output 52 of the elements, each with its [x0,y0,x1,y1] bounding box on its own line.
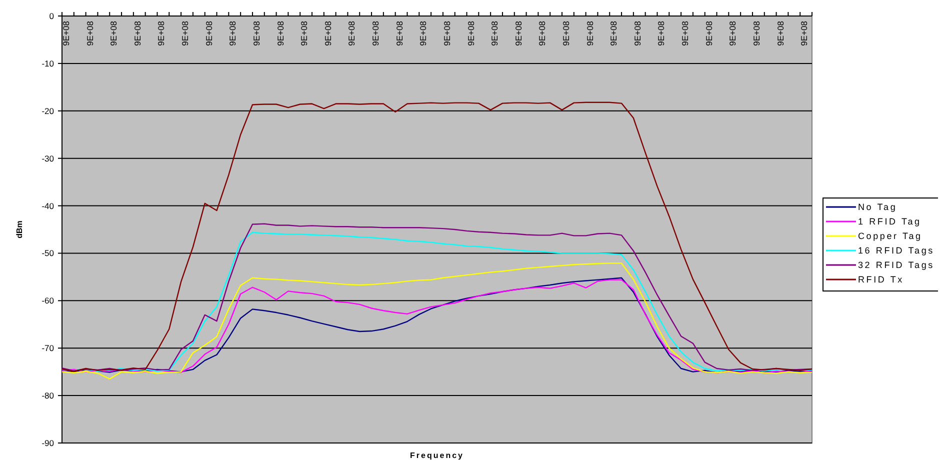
y-tick-label: -60 [42,296,54,306]
x-axis-title: Frequency [410,451,464,460]
legend-label: 1 RFID Tag [858,216,922,227]
x-tick-label: 9E+08 [180,20,190,46]
x-tick-label: 9E+08 [346,20,357,46]
x-tick-label: 9E+08 [632,20,642,46]
x-tick-label: 9E+08 [704,20,714,46]
legend-label: 32 RFID Tags [858,260,934,270]
x-tick-label: 9E+08 [299,20,310,46]
x-tick-label: 9E+08 [466,20,476,46]
x-tick-label: 9E+08 [251,20,262,46]
y-tick-label: -70 [42,343,54,354]
line-series [61,262,813,380]
y-tick-label: -90 [42,438,54,448]
legend-label: RFID Tx [858,274,904,285]
x-tick-label: 9E+08 [275,20,286,46]
y-tick-label: -50 [42,248,54,258]
x-tick-label: 9E+08 [204,20,214,46]
legend-label: 16 RFID Tags [858,246,934,256]
x-tick-label: 9E+08 [680,20,690,46]
x-tick-label: 9E+08 [656,20,666,46]
x-tick-label: 9E+08 [108,20,119,46]
x-tick-label: 9E+08 [228,20,238,46]
x-tick-label: 9E+08 [775,20,786,46]
x-tick-label: 9E+08 [394,20,404,46]
x-tick-label: 9E+08 [513,20,524,46]
y-tick-label: -20 [42,106,54,116]
x-tick-label: 9E+08 [322,20,333,46]
x-tick-label: 9E+08 [156,20,166,46]
x-tick-label: 9E+08 [728,20,738,46]
legend-label: Copper Tag [858,231,922,242]
x-tick-label: 9E+08 [418,20,428,46]
x-tick-label: 9E+08 [84,20,95,46]
x-tick-label: 9E+08 [442,20,452,46]
x-tick-label: 9E+08 [370,20,381,46]
x-tick-label: 9E+08 [799,20,810,46]
x-tick-label: 9E+08 [584,20,595,46]
x-tick-label: 9E+08 [490,20,500,46]
legend-label: No Tag [858,202,898,212]
x-tick-label: 9E+08 [537,20,548,46]
x-tick-label: 9E+08 [561,20,571,46]
y-tick-label: -40 [42,200,54,211]
y-axis-title: dBm [15,220,24,238]
line-series [61,102,813,372]
x-tick-label: 9E+08 [608,20,619,46]
y-tick-label: -30 [42,153,54,164]
x-tick-label: 9E+08 [751,20,762,46]
y-tick-label: -80 [42,390,54,401]
x-tick-label: 9E+08 [132,20,142,46]
y-tick-label: -10 [42,58,54,68]
y-tick-label: 0 [49,10,54,21]
x-tick-label: 9E+08 [61,20,71,46]
